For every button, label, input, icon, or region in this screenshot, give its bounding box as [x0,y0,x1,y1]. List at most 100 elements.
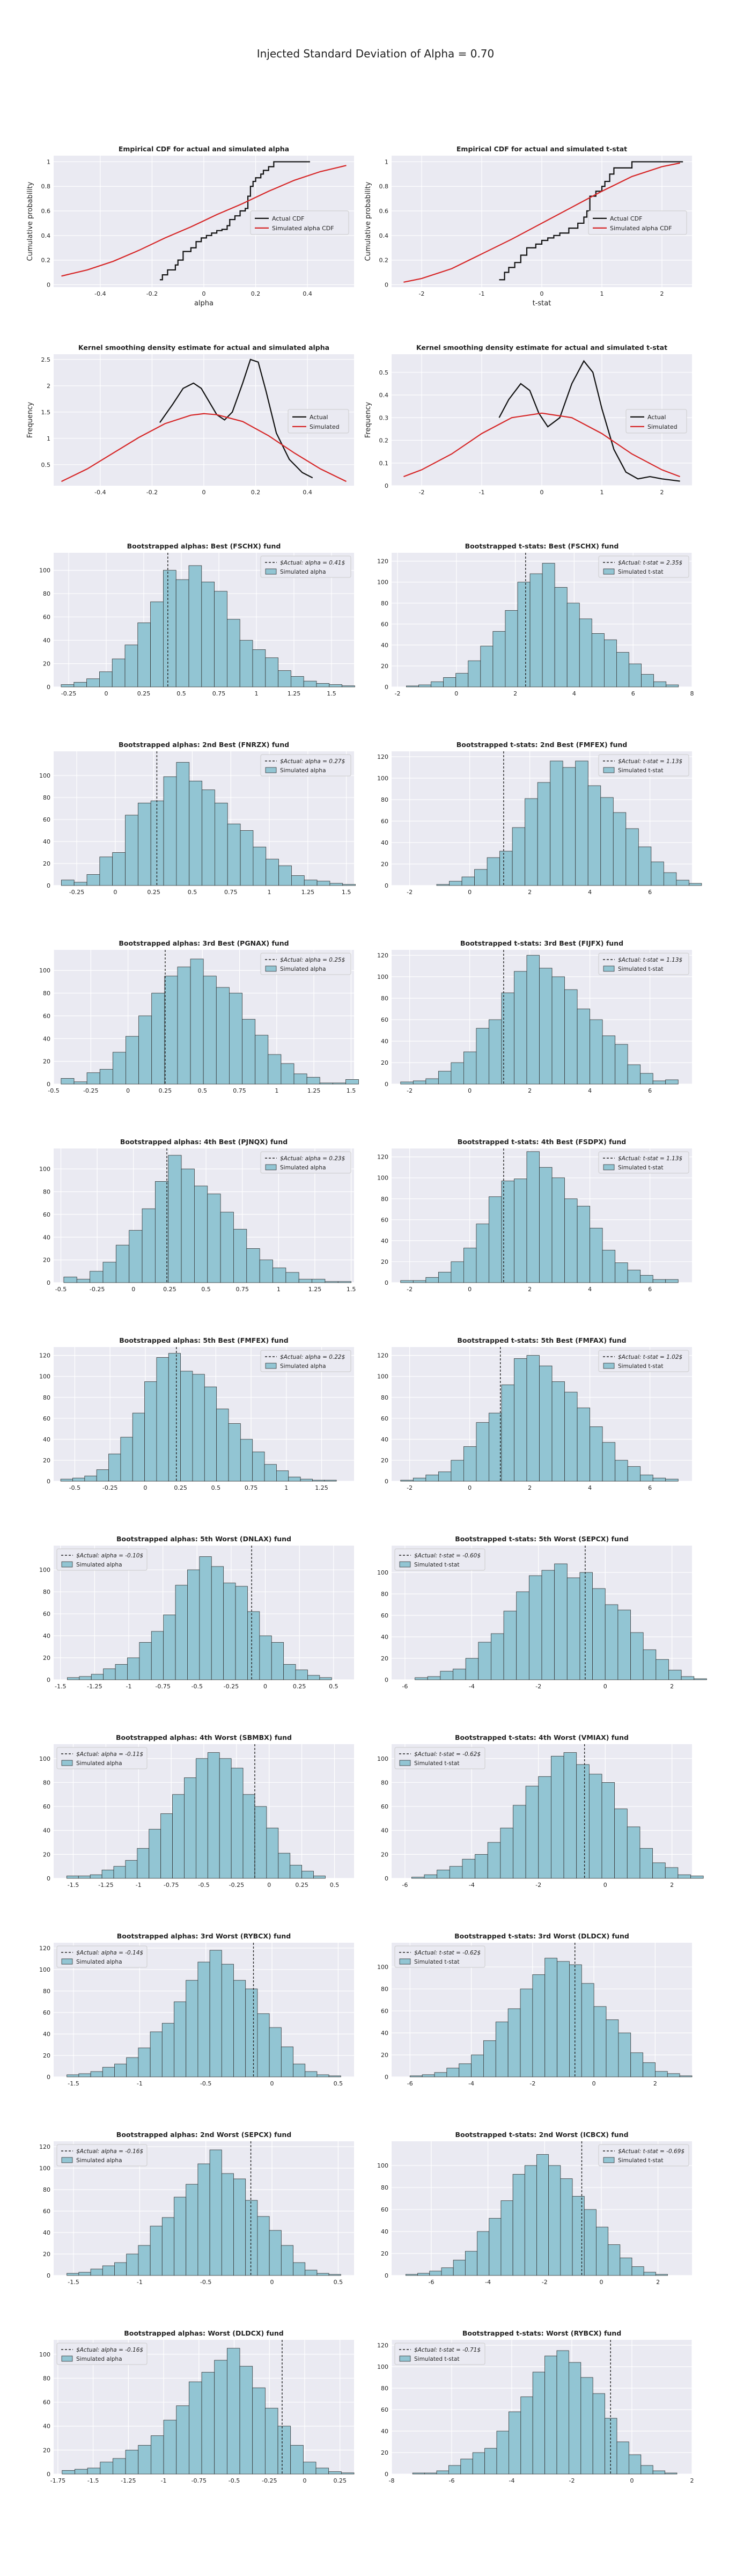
histogram-bar [161,2217,174,2276]
histogram-bar [304,880,318,886]
histogram-bar [590,1228,603,1283]
histogram-bar [643,1649,657,1680]
y-tick-label: 20 [381,1655,388,1662]
legend-actual-label: $Actual: alpha = 0.25$ [280,957,345,963]
legend-label: Simulated [647,423,678,430]
series-line [403,412,680,478]
histogram-bar [291,676,304,687]
histogram-bar [614,1809,628,1879]
histogram-bar [629,2454,642,2475]
y-tick-label: 100 [377,1755,388,1762]
subplot-title: Bootstrapped alphas: 2nd Best (FNRZX) fu… [119,741,289,749]
y-tick-label: 20 [381,1851,388,1858]
legend-box [598,1151,689,1174]
y-tick-label: 0 [385,1677,388,1684]
histogram-bar [115,1664,128,1680]
y-tick-label: 120 [377,1154,388,1161]
histogram-bar [78,2272,91,2276]
histogram-bar [293,1073,307,1085]
x-tick-label: 1.5 [327,690,336,697]
legend-box [260,953,351,975]
legend-sim-label: Simulated alpha [76,2356,122,2362]
histogram-bar [306,1077,320,1085]
y-tick-label: 120 [39,1352,50,1359]
histogram-bar [102,2067,115,2077]
x-tick-label: 1.25 [315,1484,328,1491]
y-tick-label: 0 [385,1279,388,1286]
y-tick-label: 80 [43,590,50,597]
histogram-bar [269,2027,282,2077]
y-tick-label: 80 [381,1591,388,1598]
histogram-bar [276,1470,289,1482]
y-tick-label: 40 [381,642,388,649]
histogram-bar [613,812,627,886]
x-tick-label: 0.5 [334,2080,343,2087]
y-tick-label: 0.8 [379,183,389,190]
histogram-bar [564,1392,578,1482]
histogram-bar [151,2435,164,2475]
histogram-bar [576,1764,590,1879]
x-tick-label: 4 [588,889,592,896]
histogram-bar [451,1261,464,1283]
histogram-bar [281,1063,294,1085]
legend-box [598,1350,689,1372]
x-tick-label: -0.4 [94,290,106,297]
histogram-bar [627,1826,640,1879]
legend-box [598,555,689,578]
y-tick-label: 0 [385,2074,388,2081]
x-tick-label: 0.5 [188,889,197,896]
y-tick-label: 120 [377,558,388,565]
histogram-bar [138,2245,151,2276]
histogram-bar [316,683,330,687]
histogram-bar [229,993,242,1085]
histogram-bar [172,1794,185,1879]
y-tick-label: 0 [385,2471,388,2478]
y-tick-label: 60 [381,818,388,825]
x-tick-label: 1.25 [301,889,315,896]
y-tick-label: 80 [43,2375,50,2382]
histogram-bar [463,1051,477,1085]
x-tick-label: 0.5 [329,1683,338,1690]
histogram-bar [577,1206,590,1283]
histogram-bar [461,876,475,886]
legend-box [260,754,351,777]
histogram-bar [409,2075,423,2077]
histogram-bar [422,2074,435,2077]
y-tick-label: 60 [381,1415,388,1422]
histogram-bar [514,1179,527,1283]
x-tick-label: -0.75 [155,1683,170,1690]
histogram-bar [424,2472,437,2475]
x-tick-label: -8 [389,2477,395,2484]
x-tick-label: -0.25 [224,1683,239,1690]
histogram-bar [532,2372,546,2475]
y-tick-label: 0 [385,482,388,489]
histogram-bar [189,780,202,886]
histogram-bar [538,1776,551,1879]
y-tick-label: 0.4 [379,232,389,239]
y-tick-label: 80 [381,2385,388,2392]
subplot-title: Bootstrapped t-stats: 3rd Best (FIJFX) f… [460,939,623,947]
histogram-bar [62,2470,75,2475]
histogram-bar [566,1577,580,1680]
histogram-bar [551,1177,565,1283]
y-tick-label: 60 [43,1013,50,1020]
x-tick-label: -0.5 [55,1286,67,1293]
histogram-bar [151,993,165,1085]
subplot-2: -2 -1 0 1 2 0 0.2 0.4 0.6 0.8 1 Empirical CDF for a… [364,145,692,308]
histogram-bar [655,2274,668,2276]
histogram-bar [526,955,540,1085]
histogram-bar [449,881,462,886]
y-tick-label: 2 [47,383,50,390]
y-tick-label: 60 [43,2399,50,2406]
histogram-bar [625,828,639,886]
histogram-bar [226,2348,240,2475]
y-tick-label: 0.8 [41,183,51,190]
histogram-bar [529,573,543,687]
y-tick-label: 20 [381,2052,388,2059]
histogram-bar [441,2267,454,2276]
histogram-bar [233,1980,246,2077]
histogram-bar [87,2468,101,2475]
histogram-bar [293,2063,306,2077]
